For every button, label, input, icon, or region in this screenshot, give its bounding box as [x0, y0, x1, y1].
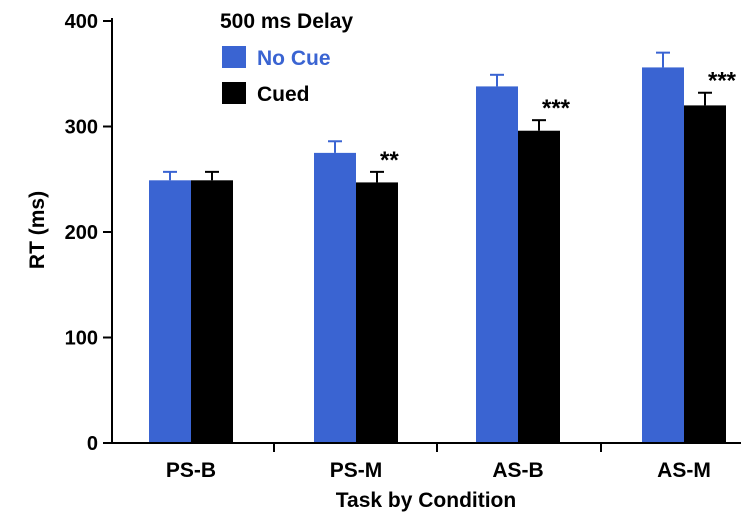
bar-no-cue-as-b: [476, 86, 518, 443]
legend-label-no-cue: No Cue: [257, 47, 331, 70]
bar-cued-ps-m: [356, 182, 398, 444]
legend-swatch-no-cue: [222, 46, 246, 68]
legend-label-cued: Cued: [257, 83, 310, 106]
x-axis-title: Task by Condition: [336, 489, 516, 512]
legend-title: 500 ms Delay: [220, 10, 353, 33]
y-tick-label: 100: [65, 328, 98, 350]
axes-layer: [103, 18, 741, 452]
y-tick-label: 0: [87, 433, 98, 455]
bar-cued-as-b: [518, 130, 560, 443]
bar-no-cue-ps-m: [314, 152, 356, 443]
bar-cued-ps-b: [191, 180, 233, 443]
bars-layer: [149, 51, 726, 444]
y-tick-label: 400: [65, 11, 98, 33]
significance-label: ***: [708, 68, 737, 95]
bar-cued-as-m: [684, 105, 726, 444]
y-tick-label: 300: [65, 117, 98, 139]
labels-layer: 0 100 200 300 400 PS-B PS-M ** AS-B *** AS-M ***: [65, 11, 737, 482]
y-axis-title: RT (ms): [26, 191, 49, 269]
significance-label: ***: [542, 95, 571, 122]
x-tick-label: PS-B: [166, 459, 216, 482]
y-tick-label: 200: [65, 222, 98, 244]
x-tick-label: AS-M: [657, 459, 711, 482]
x-tick-label: PS-M: [330, 459, 383, 482]
bar-no-cue-as-m: [642, 67, 684, 444]
x-tick-label: AS-B: [492, 459, 543, 482]
legend-swatch-cued: [222, 82, 246, 104]
legend: 500 ms Delay No Cue Cued: [220, 10, 353, 106]
significance-label: **: [380, 147, 399, 174]
bar-no-cue-ps-b: [149, 180, 191, 443]
